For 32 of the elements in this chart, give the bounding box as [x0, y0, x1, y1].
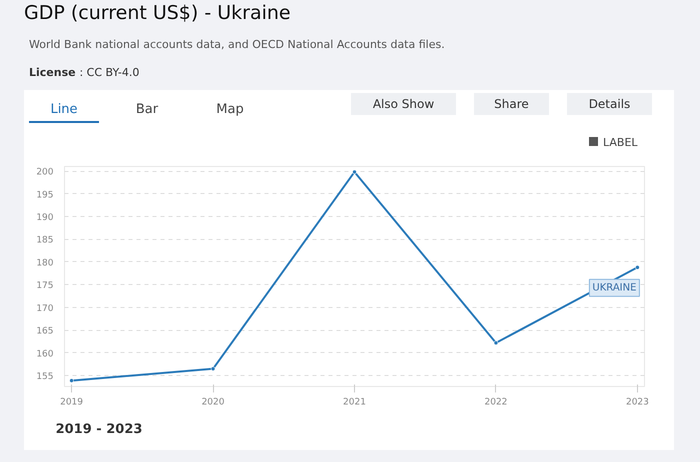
y-tick-label: 200 [36, 168, 54, 178]
x-tick-label: 2022 [484, 398, 508, 408]
text: Details [588, 96, 630, 113]
text: Map [216, 101, 244, 119]
text: 2019 - 2023 [56, 421, 142, 439]
y-tick-label: 180 [36, 258, 54, 268]
series-label: UKRAINE [592, 282, 636, 294]
text: License : CC BY-4.0 [29, 65, 140, 81]
text: LABEL [602, 135, 638, 151]
y-tick-label: 155 [36, 372, 54, 382]
point [494, 340, 498, 346]
point [69, 378, 74, 383]
y-tick-label: 170 [36, 304, 54, 314]
y-tick-label: 190 [36, 213, 54, 223]
x-tick-label: 2023 [626, 398, 649, 408]
text: Share [494, 96, 529, 113]
text: Bar [136, 101, 158, 119]
point [635, 265, 640, 270]
y-tick-label: 160 [36, 349, 54, 360]
y-tick-label: 165 [36, 326, 54, 337]
x-tick-label: 2021 [343, 398, 366, 408]
y-tick-label: 185 [36, 236, 54, 246]
chart-title: GDP (current US$) - Ukraine [24, 1, 291, 26]
y-tick-label: 175 [36, 281, 54, 292]
text: Line [50, 101, 78, 119]
point [210, 366, 216, 372]
x-tick-label: 2020 [202, 398, 225, 408]
text: Also Show [372, 96, 434, 113]
point [352, 170, 357, 174]
chart-subtitle: World Bank national accounts data, and OECD National Accounts data files. [29, 37, 445, 53]
x-tick-label: 2019 [60, 398, 84, 408]
y-tick-label: 195 [36, 190, 54, 200]
